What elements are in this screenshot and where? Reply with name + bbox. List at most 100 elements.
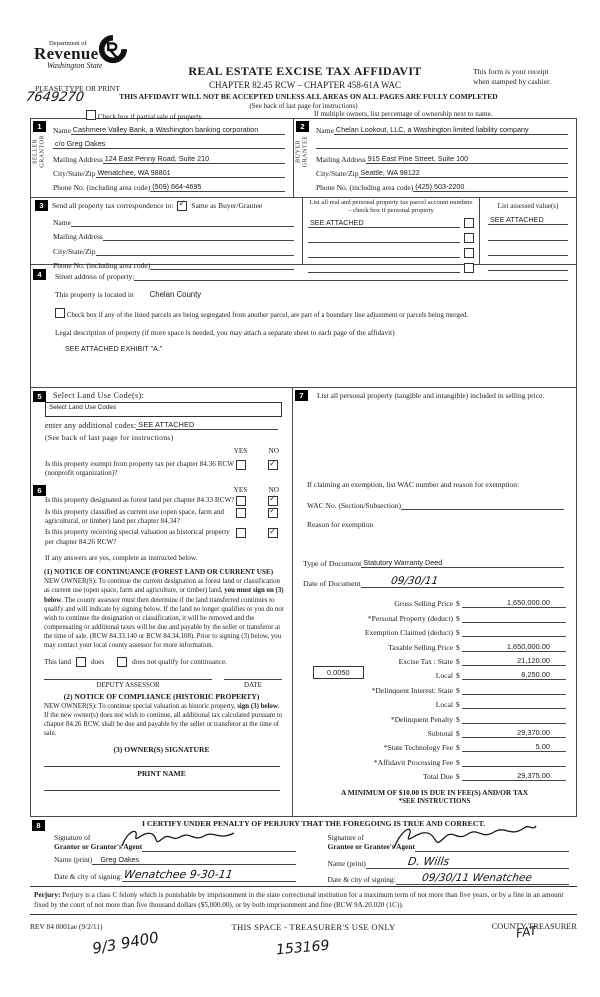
forest-no-checkbox[interactable] bbox=[268, 494, 278, 506]
print-name-line[interactable] bbox=[44, 790, 280, 792]
grantee-name-print-label: Name (print) bbox=[327, 859, 366, 869]
receipt-note: This form is your receipt when stamped b… bbox=[473, 67, 552, 86]
notice-compliance-body: NEW OWNER(S): To continue special valuat… bbox=[44, 702, 283, 738]
parcel-field-2[interactable] bbox=[308, 233, 460, 243]
deputy-date-line[interactable] bbox=[224, 678, 282, 680]
delinquent-penalty-field[interactable] bbox=[461, 714, 566, 724]
parcel-field-4[interactable] bbox=[308, 263, 460, 274]
dor-swoosh-icon bbox=[98, 35, 127, 64]
buyer-city-field[interactable]: Seattle, WA 98122 bbox=[358, 168, 568, 178]
personal-property-and-tax-section: 7 List all personal property (tangible a… bbox=[293, 388, 576, 816]
affidavit-processing-fee-field[interactable] bbox=[461, 757, 566, 767]
handwritten-treasurer-note-left: 9/3 9400 bbox=[90, 928, 161, 958]
subtotal-field[interactable]: 29,370.00 bbox=[461, 728, 566, 738]
seller-address-field[interactable]: 124 East Penny Road, Suite 210 bbox=[102, 154, 285, 164]
delinquent-interest-state-label: *Delinquent Interest: State bbox=[371, 685, 453, 695]
exempt-no-checkbox[interactable] bbox=[268, 459, 278, 470]
total-due-field[interactable]: 29,375.00 bbox=[461, 771, 566, 782]
seller-address-label: Mailing Address bbox=[53, 154, 103, 164]
exempt-yes-checkbox[interactable] bbox=[236, 460, 246, 470]
parcel-field-3[interactable] bbox=[308, 248, 460, 259]
assessed-field-1[interactable]: SEE ATTACHED bbox=[488, 215, 568, 226]
delinquent-interest-state-field[interactable] bbox=[461, 685, 566, 695]
assessed-field-2[interactable] bbox=[488, 231, 568, 241]
state-technology-fee-label: *State Technology Fee bbox=[383, 743, 453, 753]
excise-tax-local-label: Local bbox=[435, 671, 453, 681]
land-use-dropdown[interactable]: Select Land Use Codes bbox=[45, 402, 282, 417]
wac-number-label: WAC No. (Section/Subsection) bbox=[307, 501, 401, 510]
treasurer-space-label: THIS SPACE - TREASURER'S USE ONLY bbox=[231, 922, 396, 933]
excise-tax-state-field[interactable]: 21,120.00 bbox=[461, 656, 566, 666]
handwritten-note-right: FAT bbox=[515, 923, 538, 941]
seller-city-field[interactable]: Wenatchee, WA 98801 bbox=[95, 168, 285, 178]
deputy-assessor-line[interactable] bbox=[44, 678, 212, 680]
seller-phone-field[interactable]: (509) 664-4695 bbox=[150, 182, 285, 192]
partial-sale-checkbox[interactable] bbox=[86, 110, 96, 120]
buyer-name-field-2[interactable] bbox=[316, 139, 568, 150]
wac-number-field[interactable] bbox=[400, 500, 564, 510]
grantee-signature-line[interactable] bbox=[415, 842, 569, 852]
logo-revenue-text: Revenue bbox=[34, 44, 99, 63]
seller-name-field[interactable]: Cashmere Valley Bank, a Washington banki… bbox=[70, 125, 285, 136]
buyer-name-field[interactable]: Chelan Lookout, LLC, a Washington limite… bbox=[333, 125, 568, 136]
current-no-checkbox[interactable] bbox=[268, 506, 278, 518]
assessed-field-3[interactable] bbox=[488, 246, 568, 256]
street-address-field[interactable] bbox=[134, 271, 568, 281]
additional-codes-field[interactable]: SEE ATTACHED bbox=[136, 420, 278, 430]
does-label: does bbox=[90, 657, 105, 666]
grantor-name-print-field[interactable]: Greg Oakes bbox=[92, 855, 296, 865]
if-yes-note: If any answers are yes, complete as inst… bbox=[45, 554, 198, 563]
grantee-date-city-field[interactable]: 09/30/11 Wenatchee bbox=[395, 872, 569, 885]
personal-property-checkbox-3[interactable] bbox=[464, 248, 474, 259]
buyer-phone-field[interactable]: (425) 503-2200 bbox=[413, 182, 568, 192]
buyer-address-field[interactable]: 915 East Pine Street, Suite 100 bbox=[365, 154, 568, 164]
corr-address-field[interactable] bbox=[102, 231, 294, 242]
deputy-date-label: DATE bbox=[244, 680, 262, 689]
same-as-buyer-checkbox[interactable] bbox=[177, 199, 188, 211]
exemption-claimed-field[interactable] bbox=[461, 627, 566, 638]
parcel-field-1[interactable]: SEE ATTACHED bbox=[308, 218, 460, 228]
segregated-checkbox[interactable] bbox=[55, 308, 65, 318]
type-of-document-field[interactable]: Statutory Warranty Deed bbox=[361, 558, 564, 568]
taxable-selling-price-field[interactable]: 1,650,000.00 bbox=[461, 642, 566, 652]
delinquent-interest-local-field[interactable] bbox=[461, 699, 566, 710]
delinquent-penalty-label: *Delinquent Penalty bbox=[390, 714, 453, 724]
owners-signature-line[interactable] bbox=[44, 766, 280, 768]
historic-no-checkbox[interactable] bbox=[268, 527, 278, 539]
multiple-owners-note: If multiple owners, list percentage of o… bbox=[314, 110, 493, 118]
personal-property-checkbox-2[interactable] bbox=[464, 233, 474, 243]
grantor-date-city-field[interactable]: Wenatchee 9-30-11 bbox=[122, 868, 296, 882]
taxable-selling-price-label: Taxable Selling Price bbox=[388, 642, 453, 652]
personal-property-checkbox-4[interactable] bbox=[464, 263, 474, 274]
historic-yes-checkbox[interactable] bbox=[236, 528, 246, 539]
grantor-signature-line[interactable] bbox=[142, 842, 296, 852]
corr-phone-field[interactable] bbox=[150, 260, 294, 271]
logo-dept-text: Department of bbox=[49, 40, 87, 47]
seller-name-field-2[interactable]: c/o Greg Oakes bbox=[53, 139, 285, 150]
affidavit-processing-fee-label: *Affidavit Processing Fee bbox=[373, 757, 453, 767]
personal-property-checkbox-1[interactable] bbox=[464, 217, 474, 228]
does-not-checkbox[interactable] bbox=[117, 656, 128, 667]
corr-name-label: Name bbox=[53, 218, 71, 227]
excise-tax-local-field[interactable]: 8,250.00 bbox=[461, 670, 566, 681]
forest-yes-checkbox[interactable] bbox=[236, 495, 246, 506]
corr-name-field[interactable] bbox=[70, 217, 294, 227]
buyer-cell: 2 BUYER GRANTEE Name Chelan Lookout, LLC,… bbox=[294, 119, 576, 197]
local-rate-box[interactable]: 0.0050 bbox=[313, 666, 364, 680]
street-address-label: Street address of property: bbox=[55, 272, 135, 281]
personal-property-deduct-field[interactable] bbox=[461, 613, 566, 623]
seller-name-label: Name bbox=[53, 126, 71, 136]
notice-continuance-body: NEW OWNER(S): To continue the current de… bbox=[44, 578, 284, 650]
current-yes-checkbox[interactable] bbox=[236, 507, 246, 518]
buyer-phone-label: Phone No. (including area code) bbox=[316, 182, 414, 192]
gross-selling-price-field[interactable]: 1,650,000.00 bbox=[461, 598, 566, 609]
corr-city-field[interactable] bbox=[95, 246, 294, 256]
grantee-name-print-field[interactable]: D. Wills bbox=[365, 855, 569, 869]
does-checkbox[interactable] bbox=[75, 656, 86, 667]
state-technology-fee-field[interactable]: 5.00 bbox=[461, 742, 566, 753]
personal-property-deduct-label: *Personal Property (deduct) bbox=[367, 613, 453, 623]
current-use-question: Is this property classified as current u… bbox=[45, 507, 225, 526]
date-of-document-field[interactable]: 09/30/11 bbox=[360, 575, 564, 588]
partial-sale-label: Check box if partial sale of property bbox=[97, 113, 202, 121]
assessed-field-4[interactable] bbox=[488, 261, 568, 271]
